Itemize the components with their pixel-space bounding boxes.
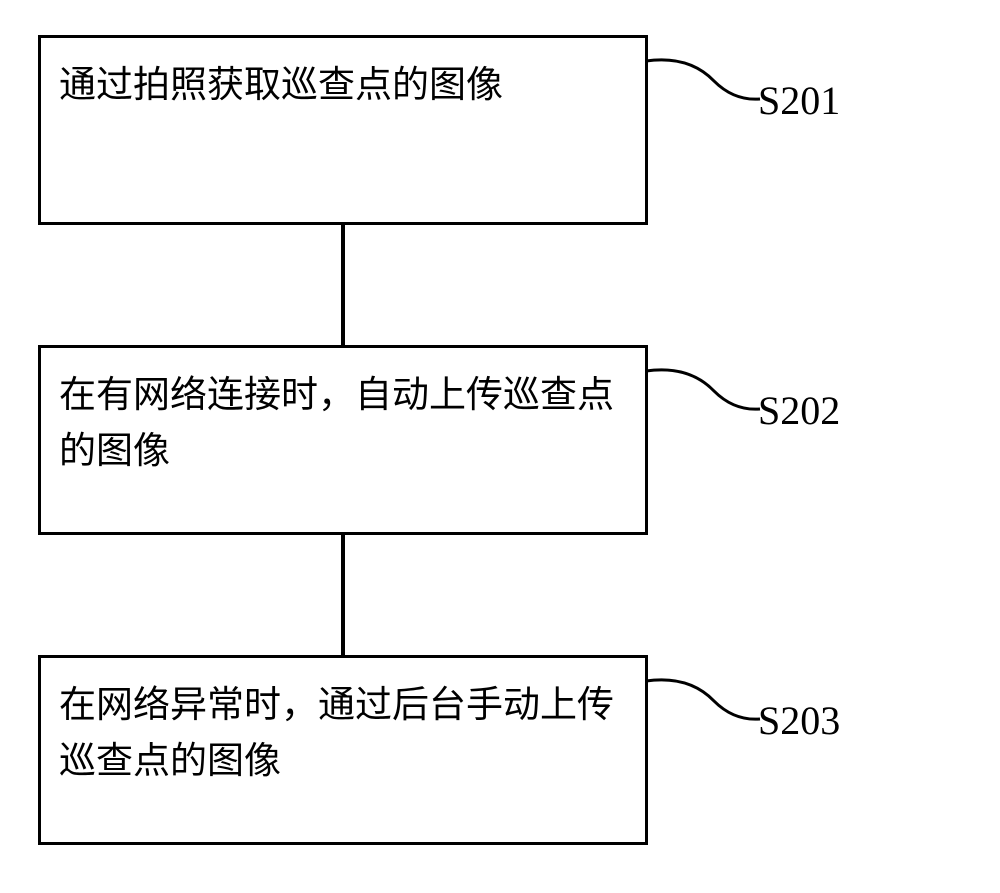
label-text: S202: [758, 388, 840, 433]
flow-edge: [341, 225, 345, 345]
flow-edge: [341, 535, 345, 655]
label-text: S201: [758, 78, 840, 123]
label-connector: [644, 363, 762, 433]
flowchart-container: 通过拍照获取巡查点的图像 S201 在有网络连接时，自动上传巡查点的图像 S20…: [38, 35, 962, 858]
flow-node: 在网络异常时，通过后台手动上传巡查点的图像: [38, 655, 648, 845]
label-text: S203: [758, 698, 840, 743]
node-label: S201: [758, 77, 840, 124]
node-text: 在有网络连接时，自动上传巡查点的图像: [59, 368, 627, 479]
label-connector: [644, 673, 762, 743]
flow-node: 通过拍照获取巡查点的图像: [38, 35, 648, 225]
node-label: S202: [758, 387, 840, 434]
node-label: S203: [758, 697, 840, 744]
label-connector: [644, 53, 762, 123]
node-text: 在网络异常时，通过后台手动上传巡查点的图像: [59, 678, 627, 789]
flow-node: 在有网络连接时，自动上传巡查点的图像: [38, 345, 648, 535]
node-text: 通过拍照获取巡查点的图像: [59, 58, 503, 114]
